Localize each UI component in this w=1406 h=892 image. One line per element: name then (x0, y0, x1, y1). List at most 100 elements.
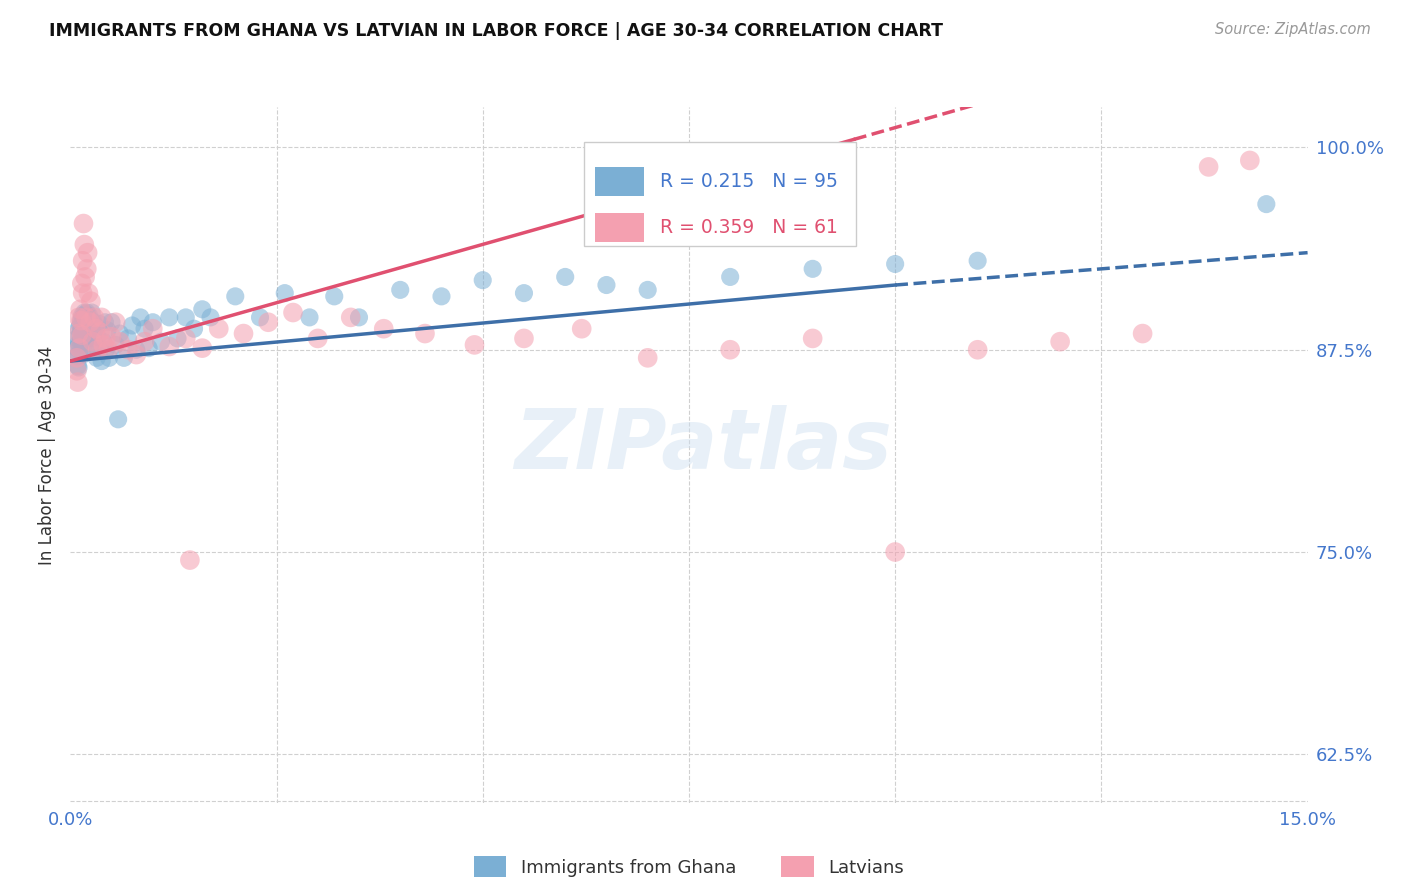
Point (80, 294, 103, 309)
Point (66, 331, 89, 345)
Point (67, 348, 90, 362)
Point (70, 277, 93, 291)
Point (1198, 160, 1220, 174)
Point (595, 278, 617, 293)
Point (1256, 197, 1278, 211)
Point (75, 310, 97, 325)
Point (801, 331, 824, 345)
Point (66, 375, 89, 389)
Point (90, 354, 112, 368)
Point (66, 351, 89, 365)
Point (100, 330, 122, 344)
Point (150, 334, 173, 349)
Point (373, 322, 395, 336)
Point (66, 341, 89, 355)
Point (107, 412, 129, 426)
Point (73, 317, 96, 331)
Point (72, 310, 94, 325)
Point (67, 322, 90, 336)
Point (513, 286, 536, 301)
Point (91, 338, 114, 352)
Point (75, 328, 97, 343)
Point (1132, 326, 1154, 341)
Point (82, 315, 104, 329)
Point (69, 302, 91, 317)
Point (84, 338, 107, 352)
Point (76, 313, 98, 327)
Point (200, 310, 222, 325)
Point (84, 322, 107, 336)
Legend: Immigrants from Ghana, Latvians: Immigrants from Ghana, Latvians (467, 849, 911, 884)
Point (94, 315, 117, 329)
Point (66, 364, 89, 378)
Point (513, 331, 536, 345)
Point (76, 305, 98, 319)
Point (884, 257, 907, 271)
Point (1049, 334, 1071, 349)
Point (72, 286, 94, 301)
Point (69, 328, 91, 343)
Point (554, 269, 576, 284)
Point (91, 334, 114, 349)
Point (73, 237, 96, 252)
Point (966, 253, 988, 268)
Point (75, 269, 97, 284)
Point (471, 273, 494, 287)
Point (157, 339, 180, 353)
Point (72, 253, 94, 268)
Point (80, 305, 103, 319)
Point (77, 286, 100, 301)
Point (73, 305, 96, 319)
Point (70, 313, 93, 327)
Point (72, 315, 94, 329)
Point (430, 289, 453, 303)
Point (413, 326, 436, 341)
Point (571, 322, 593, 336)
Point (66, 359, 89, 373)
Point (67, 326, 90, 341)
Point (389, 283, 412, 297)
Point (157, 310, 180, 325)
Point (89, 325, 111, 339)
Point (142, 322, 165, 336)
Point (75, 307, 97, 321)
Point (67, 310, 90, 325)
Point (83, 341, 105, 355)
Point (718, 343, 741, 357)
Point (142, 315, 165, 329)
Point (108, 326, 131, 341)
Point (75, 320, 97, 334)
Point (70, 331, 93, 345)
Point (129, 310, 152, 325)
Point (104, 338, 127, 352)
Point (84, 318, 107, 333)
Point (166, 331, 188, 345)
Point (76, 261, 98, 276)
Point (637, 351, 659, 365)
Point (72, 322, 94, 336)
Point (70, 313, 93, 327)
Point (82, 328, 104, 343)
Point (94, 343, 117, 357)
Point (67, 341, 90, 355)
Point (69, 318, 91, 333)
Point (191, 341, 214, 355)
Point (134, 334, 156, 349)
Point (966, 343, 988, 357)
Point (80, 313, 103, 327)
Point (134, 322, 156, 336)
Point (89, 317, 111, 331)
Point (72, 217, 94, 231)
Point (79, 318, 101, 333)
Point (112, 351, 135, 365)
Point (94, 331, 117, 345)
Point (86, 351, 108, 365)
Point (232, 326, 254, 341)
Point (191, 302, 214, 317)
Point (174, 331, 197, 345)
Point (174, 310, 197, 325)
Point (183, 322, 205, 336)
Point (179, 553, 201, 567)
Point (104, 315, 127, 329)
Point (86, 330, 108, 344)
